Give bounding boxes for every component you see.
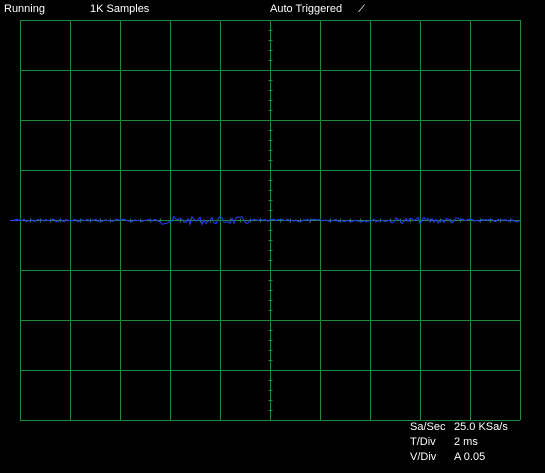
- run-state-label: Running: [4, 3, 45, 15]
- volt-div-readout: V/Div A 0.05: [410, 451, 485, 464]
- trigger-mode-label: Auto Triggered: [270, 3, 343, 15]
- time-div-value: 2 ms: [454, 436, 478, 448]
- sample-rate-value: 25.0 KSa/s: [454, 421, 508, 433]
- time-div-label: T/Div: [410, 436, 436, 448]
- volt-div-label: V/Div: [410, 451, 437, 463]
- sample-rate-readout: Sa/Sec 25.0 KSa/s: [410, 421, 508, 434]
- volt-div-value: A 0.05: [454, 451, 486, 463]
- sample-rate-label: Sa/Sec: [410, 421, 446, 433]
- time-div-readout: T/Div 2 ms: [410, 436, 478, 449]
- channel-a-trace: [11, 215, 521, 226]
- trigger-slope-icon: ⁄: [361, 3, 363, 15]
- sample-count-label: 1K Samples: [90, 3, 150, 15]
